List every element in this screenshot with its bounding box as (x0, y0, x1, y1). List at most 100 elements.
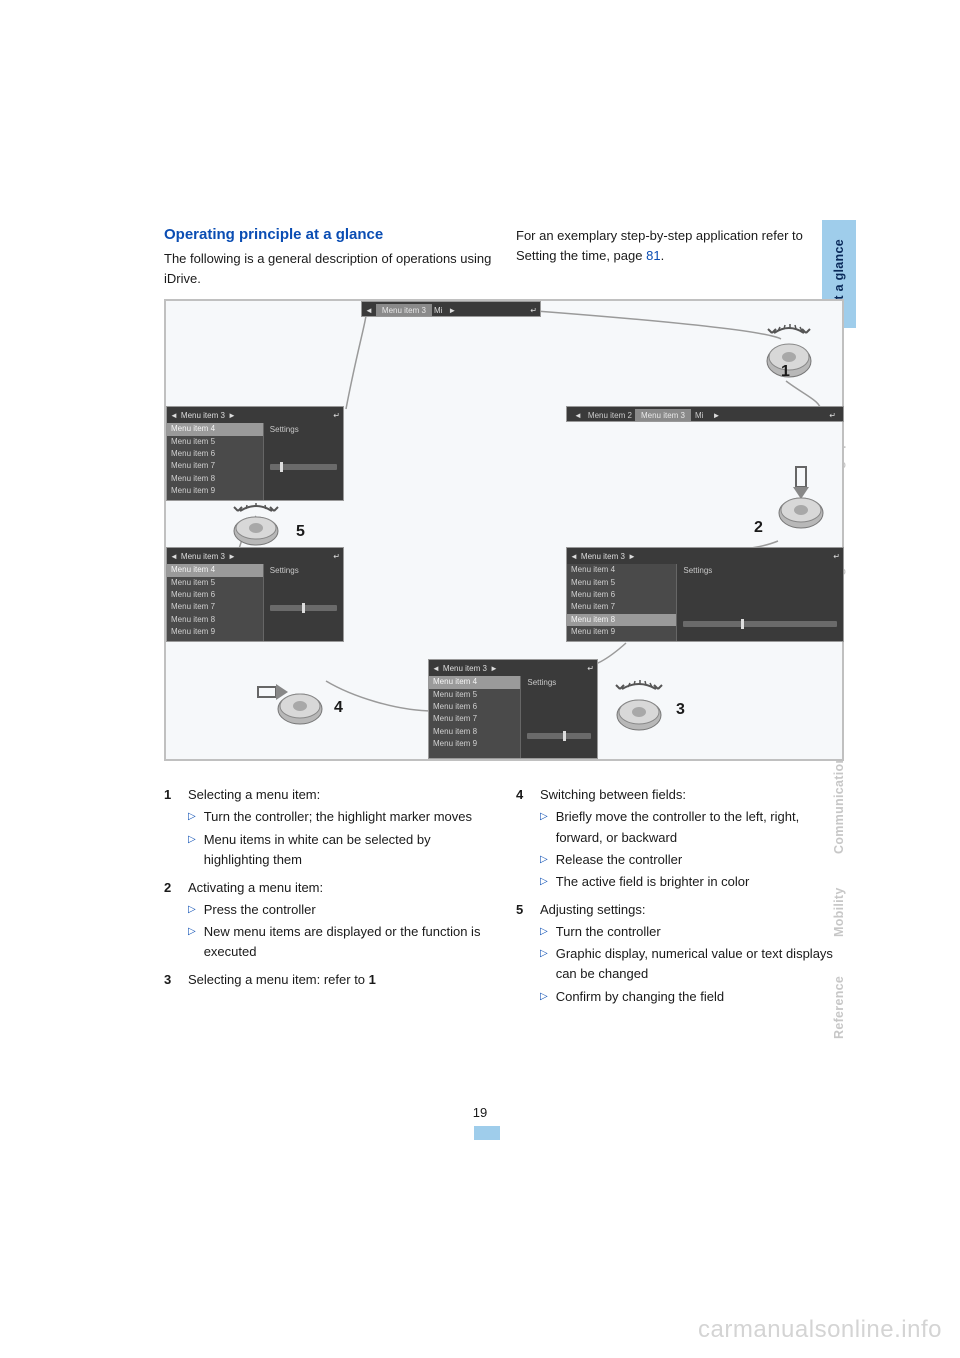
step-title: Activating a menu item: (188, 878, 492, 898)
page-link[interactable]: 81 (646, 248, 660, 263)
screen-left2-settings: Settings (264, 564, 343, 641)
page-number: 19 (473, 1105, 487, 1120)
menu-item: Menu item 9 (167, 626, 263, 638)
screen-top: ◄ Menu item 3 Mi ► ↵ (361, 301, 541, 317)
diagram-label-3: 3 (676, 701, 685, 719)
triangle-icon: ▷ (188, 900, 196, 920)
screen-left1-body: Menu item 4Menu item 5Menu item 6Menu it… (167, 423, 343, 500)
menu-item: Menu item 8 (567, 614, 676, 626)
bullet: ▷New menu items are displayed or the fun… (188, 922, 492, 962)
bullet: ▷Confirm by changing the field (540, 987, 844, 1007)
screen-bottom-settings: Settings (521, 676, 597, 758)
watermark: carmanualsonline.info (698, 1316, 942, 1344)
menu-item-2-label: Menu item 2 (588, 411, 632, 420)
screen-right-2: ◄ Menu item 3 ► ↵ Menu item 4Menu item 5… (566, 547, 844, 642)
intro-text: The following is a general description o… (164, 249, 492, 289)
menu-item: Menu item 5 (167, 436, 263, 448)
bullet: ▷The active field is brighter in color (540, 872, 844, 892)
arrow-left-icon: ◄ (567, 552, 581, 561)
header-label: Menu item 3 (443, 664, 487, 673)
bullet-text: New menu items are displayed or the func… (204, 922, 492, 962)
page: At a glanceControlsDriving tipsNavigatio… (0, 0, 960, 1358)
arrow-left-icon: ◄ (571, 411, 585, 420)
intro-columns: Operating principle at a glance The foll… (164, 226, 844, 289)
menu-item: Menu item 8 (429, 726, 520, 738)
settings-label: Settings (264, 423, 343, 436)
right-intro-part2: . (661, 248, 665, 263)
idrive-diagram: ◄ Menu item 3 Mi ► ↵ (164, 299, 844, 761)
return-icon: ↵ (584, 664, 597, 673)
step-title: Selecting a menu item: (188, 785, 492, 805)
step: 4Switching between fields:▷Briefly move … (516, 785, 844, 894)
bullet: ▷Turn the controller (540, 922, 844, 942)
triangle-icon: ▷ (540, 872, 548, 892)
step-body: Selecting a menu item:▷Turn the controll… (188, 785, 492, 872)
menu-item: Menu item 6 (167, 448, 263, 460)
return-icon: ↵ (330, 552, 343, 561)
step: 5Adjusting settings:▷Turn the controller… (516, 900, 844, 1009)
step-number: 2 (164, 878, 178, 965)
section-heading: Operating principle at a glance (164, 226, 492, 243)
menu-item: Menu item 6 (167, 589, 263, 601)
mi-abbrev: Mi (694, 411, 706, 420)
controller-knob-2 (768, 465, 834, 531)
diagram-label-2: 2 (754, 519, 763, 537)
step-body: Switching between fields:▷Briefly move t… (540, 785, 844, 894)
screen-left1-header: ◄ Menu item 3 ► ↵ (167, 407, 343, 423)
return-icon: ↵ (527, 306, 540, 315)
steps-right: 4Switching between fields:▷Briefly move … (516, 785, 844, 1014)
bullet: ▷Menu items in white can be selected by … (188, 830, 492, 870)
screen-bottom-header: ◄ Menu item 3 ► ↵ (429, 660, 597, 676)
bullet-text: Graphic display, numerical value or text… (556, 944, 844, 984)
menu-item: Menu item 7 (167, 460, 263, 472)
slider (270, 464, 337, 470)
menu-item: Menu item 6 (567, 589, 676, 601)
screen-left2-header: ◄ Menu item 3 ► ↵ (167, 548, 343, 564)
screen-right-header: ◄ Menu item 2 Menu item 3 Mi ► ↵ (566, 406, 844, 422)
settings-label: Settings (264, 564, 343, 577)
arrow-left-icon: ◄ (362, 306, 376, 315)
triangle-icon: ▷ (540, 922, 548, 942)
bullet-text: Menu items in white can be selected by h… (204, 830, 492, 870)
bullet: ▷Graphic display, numerical value or tex… (540, 944, 844, 984)
triangle-icon: ▷ (188, 922, 196, 962)
return-icon: ↵ (826, 411, 839, 420)
menu-item: Menu item 8 (167, 473, 263, 485)
screen-top-label: Menu item 3 (376, 304, 432, 316)
arrow-right-icon: ► (487, 664, 501, 673)
menu-item: Menu item 9 (167, 485, 263, 497)
screen-left2-body: Menu item 4Menu item 5Menu item 6Menu it… (167, 564, 343, 641)
bullet-text: Turn the controller; the highlight marke… (204, 807, 492, 827)
settings-label: Settings (521, 676, 597, 689)
diagram-label-5: 5 (296, 523, 305, 541)
step: 2Activating a menu item:▷Press the contr… (164, 878, 492, 965)
menu-item: Menu item 4 (167, 564, 263, 576)
return-icon: ↵ (330, 411, 343, 420)
screen-bottom-body: Menu item 4Menu item 5Menu item 6Menu it… (429, 676, 597, 758)
step-number: 5 (516, 900, 530, 1009)
triangle-icon: ▷ (540, 987, 548, 1007)
screen-left1-list: Menu item 4Menu item 5Menu item 6Menu it… (167, 423, 264, 500)
arrow-right-icon: ► (625, 552, 639, 561)
controller-knob-5 (222, 501, 290, 547)
triangle-icon: ▷ (188, 830, 196, 870)
arrow-right-icon: ► (709, 411, 723, 420)
menu-item: Menu item 5 (567, 577, 676, 589)
slider (527, 733, 591, 739)
triangle-icon: ▷ (188, 807, 196, 827)
screen-right-header-row: ◄ Menu item 2 Menu item 3 Mi ► ↵ (567, 407, 843, 423)
screen-bottom-list: Menu item 4Menu item 5Menu item 6Menu it… (429, 676, 521, 758)
diagram-label-4: 4 (334, 699, 343, 717)
header-label: Menu item 3 (581, 552, 625, 561)
content-area: Operating principle at a glance The foll… (164, 226, 844, 1015)
menu-item: Menu item 4 (167, 423, 263, 435)
arrow-right-icon: ► (445, 306, 459, 315)
page-number-bar (474, 1126, 500, 1140)
slider-knob (563, 731, 566, 741)
menu-item-3-label: Menu item 3 (635, 409, 691, 421)
menu-item: Menu item 4 (429, 676, 520, 688)
step: 1Selecting a menu item:▷Turn the control… (164, 785, 492, 872)
controller-knob-4 (254, 677, 326, 727)
bullet-text: Release the controller (556, 850, 844, 870)
step-title: Switching between fields: (540, 785, 844, 805)
